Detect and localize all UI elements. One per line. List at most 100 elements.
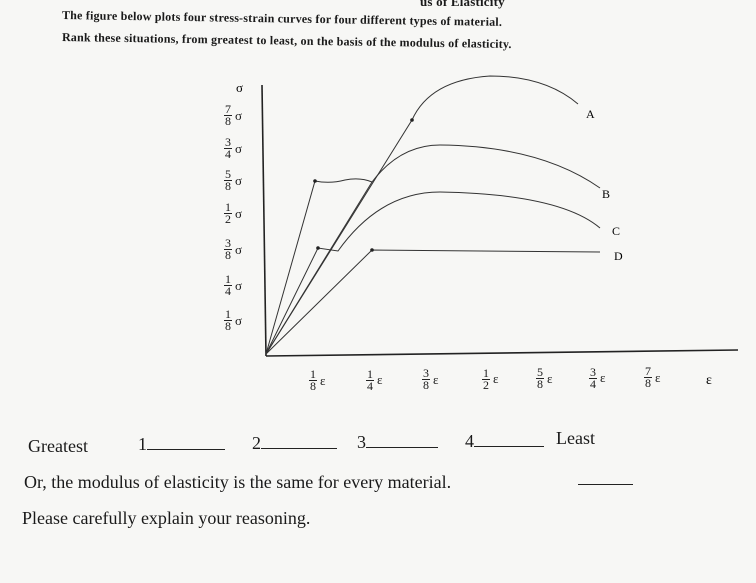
denominator: 2 [225,212,231,226]
blank-line [366,446,438,448]
numerator: 3 [224,135,232,149]
numerator: 1 [224,307,232,321]
denominator: 8 [537,377,543,391]
blank-line [261,447,337,449]
denominator: 8 [423,378,429,392]
numerator: 1 [224,200,232,214]
rank-number: 4 [465,431,474,451]
rank-number: 2 [252,433,261,453]
denominator: 2 [483,377,489,392]
blank-line [474,445,544,447]
x-axis-label: ε [706,373,712,388]
title: us of Elasticity [420,0,505,9]
symbol: ε [493,371,499,386]
denominator: 4 [367,378,373,393]
denominator: 4 [590,376,596,391]
curve-a [265,75,579,355]
denominator: 4 [225,284,231,298]
numerator: 7 [644,364,652,378]
denominator: 8 [310,379,316,393]
y-axis-label: σ [236,80,243,95]
yield-point [410,118,414,122]
symbol: σ [235,107,243,123]
instruction: Please carefully explain your reasoning. [22,508,311,528]
numerator: 1 [309,367,317,381]
alternative-blank [578,484,633,485]
numerator: 7 [224,102,232,116]
symbol: σ [235,140,243,156]
curve-d [265,249,601,355]
numerator: 5 [536,365,544,379]
x-axis [265,349,739,357]
denominator: 8 [225,248,231,262]
y-axis [261,84,267,357]
symbol: ε [600,370,606,385]
symbol: ε [320,372,326,388]
rank-blank: 4 [465,431,544,452]
rank-blank: 3 [357,432,438,453]
curve-label: D [614,249,623,263]
denominator: 8 [225,114,231,128]
rank-number: 1 [138,434,147,454]
denominator: 8 [225,179,231,193]
symbol: σ [235,241,243,257]
symbol: ε [655,369,661,385]
curve-c [265,191,601,355]
yield-point [316,246,320,250]
numerator: 3 [422,366,430,380]
numerator: 5 [224,167,232,181]
curve-a-line [265,181,373,355]
symbol: ε [377,372,383,387]
alternative: Or, the modulus of elasticity is the sam… [24,472,452,492]
symbol: σ [235,312,243,328]
numerator: 1 [366,366,374,381]
denominator: 8 [225,319,231,333]
rank-blank: 2 [252,433,337,454]
denominator: 8 [645,376,651,390]
curve-b [265,144,601,355]
yield-point [370,248,374,252]
symbol: σ [235,205,243,221]
curve-label: A [586,107,595,121]
numerator: 1 [482,365,490,380]
rank-blank: 1 [138,434,225,455]
symbol: σ [235,277,243,293]
yield-point [313,179,317,183]
curve-label: B [602,187,610,201]
symbol: ε [433,371,439,387]
blank-line [147,448,225,450]
least-label: Least [556,428,595,448]
denominator: 4 [225,147,231,161]
numerator: 3 [224,236,232,250]
rank-number: 3 [357,432,366,452]
stress-strain-figure: A B C D σ ε [236,75,739,388]
symbol: σ [235,172,243,188]
